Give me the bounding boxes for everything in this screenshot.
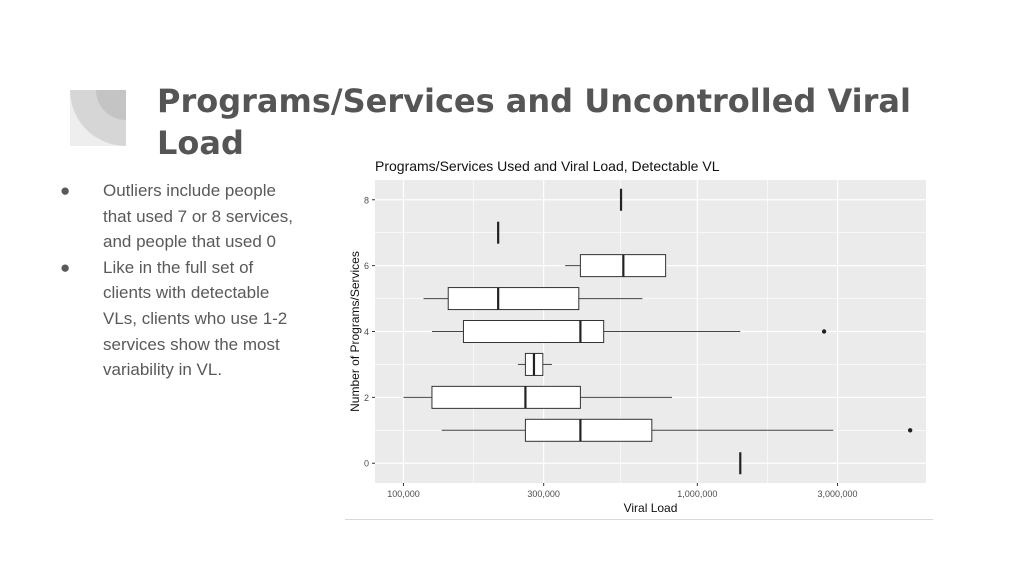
bullet-list: ● Outliers include people that used 7 or …: [60, 178, 305, 383]
y-tick-label: 8: [364, 195, 369, 205]
x-tick-label: 100,000: [387, 489, 420, 499]
y-tick-label: 4: [364, 327, 369, 337]
x-tick-label: 1,000,000: [677, 489, 717, 499]
boxplot-chart: 0 2 4 6 8 100,000 300,000 1,000,000 3,000,000 Vir…: [348, 180, 926, 515]
bullet-item: ● Like in the full set of clients with de…: [60, 255, 305, 383]
box-body: [431, 385, 581, 409]
box-body: [462, 320, 605, 343]
bullet-dot: ●: [60, 181, 71, 200]
box-body: [447, 287, 580, 311]
x-tick-label: 3,000,000: [818, 489, 858, 499]
box-outlier: [821, 329, 827, 334]
bullet-text: Like in the full set of clients with det…: [103, 257, 288, 380]
y-tick-label: 6: [364, 261, 369, 271]
y-tick-label: 2: [364, 393, 369, 403]
box-body: [524, 418, 653, 442]
decorative-shape: [70, 90, 126, 146]
slide-title: Programs/Services and Uncontrolled Viral…: [157, 82, 911, 162]
x-tick-label: 300,000: [527, 489, 560, 499]
y-tick-label: 0: [364, 459, 369, 469]
decorative-inner-arc: [96, 90, 126, 120]
bullet-text: Outliers include people that used 7 or 8…: [103, 181, 293, 252]
x-axis-label: Viral Load: [624, 501, 678, 515]
bullet-item: ● Outliers include people that used 7 or …: [60, 178, 305, 255]
box-outlier: [907, 428, 913, 433]
bullet-dot: ●: [60, 257, 71, 277]
y-axis-label: Number of Programs/Services: [348, 251, 362, 412]
bottom-divider: [345, 519, 933, 520]
chart-title: Programs/Services Used and Viral Load, D…: [375, 158, 720, 174]
